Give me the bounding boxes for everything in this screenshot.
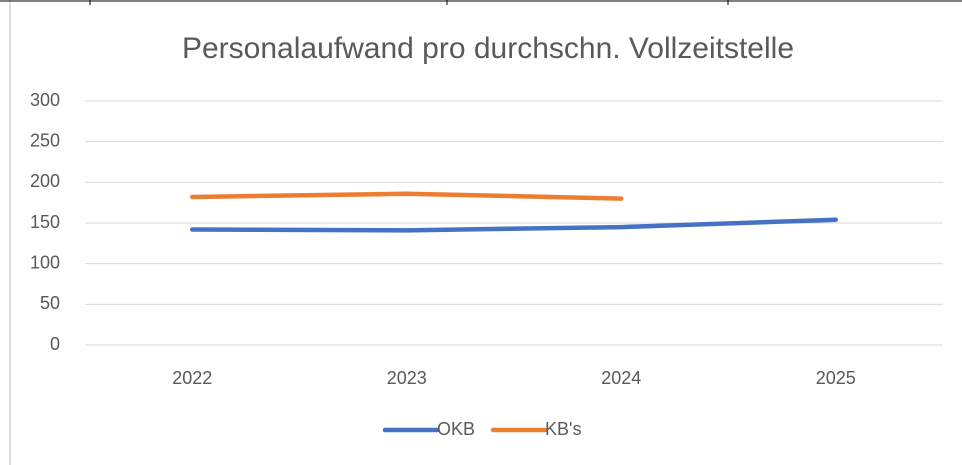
line-series xyxy=(190,191,624,201)
y-tick-label: 0 xyxy=(50,334,60,354)
legend-label: KB's xyxy=(545,419,581,439)
chart-title: Personalaufwand pro durchschn. Vollzeits… xyxy=(182,32,794,65)
y-tick-label: 250 xyxy=(30,130,60,150)
x-tick-label: 2023 xyxy=(387,368,427,388)
y-tick-label: 150 xyxy=(30,212,60,232)
y-tick-label: 300 xyxy=(30,90,60,110)
x-tick-label: 2024 xyxy=(601,368,641,388)
legend-label: OKB xyxy=(437,419,475,439)
x-tick-label: 2025 xyxy=(816,368,856,388)
y-tick-label: 100 xyxy=(30,252,60,272)
y-tick-label: 200 xyxy=(30,171,60,191)
line-series xyxy=(190,217,838,233)
x-tick-label: 2022 xyxy=(172,368,212,388)
y-tick-label: 50 xyxy=(40,293,60,313)
